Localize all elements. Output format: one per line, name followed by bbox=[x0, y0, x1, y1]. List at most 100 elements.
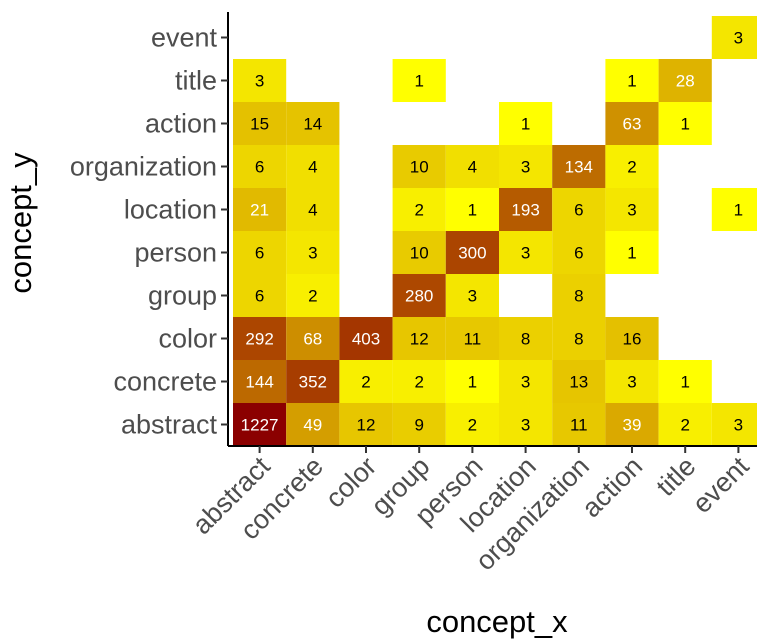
heatmap-cell-color-person bbox=[445, 317, 499, 360]
heatmap-cell-concrete-location bbox=[499, 360, 553, 403]
cell-value-label: 8 bbox=[521, 330, 530, 349]
cell-value-label: 2 bbox=[361, 373, 370, 392]
cell-value-label: 2 bbox=[680, 416, 689, 435]
heatmap-cell-group-abstract bbox=[233, 274, 287, 317]
heatmap-cell-abstract-location bbox=[499, 403, 553, 446]
heatmap-cell-group-group bbox=[392, 274, 446, 317]
heatmap-cell-color-abstract bbox=[233, 317, 287, 360]
cell-value-label: 11 bbox=[570, 416, 588, 435]
heatmap-cell-concrete-action bbox=[605, 360, 659, 403]
heatmap-cell-person-group bbox=[392, 231, 446, 274]
heatmap-cell-abstract-title bbox=[658, 403, 712, 446]
y-tick-label-location: location bbox=[124, 195, 217, 225]
cell-value-label: 144 bbox=[245, 373, 273, 392]
heatmap-cell-location-abstract bbox=[233, 188, 287, 231]
cell-value-label: 10 bbox=[410, 244, 429, 263]
heatmap-cell-color-action bbox=[605, 317, 659, 360]
y-tick-label-action: action bbox=[145, 109, 217, 139]
cell-value-label: 1 bbox=[414, 72, 423, 91]
heatmap-cell-person-action bbox=[605, 231, 659, 274]
cell-value-label: 403 bbox=[352, 330, 380, 349]
cell-value-label: 3 bbox=[521, 244, 530, 263]
cell-value-label: 1 bbox=[680, 373, 689, 392]
cell-value-label: 8 bbox=[574, 330, 583, 349]
cell-value-label: 16 bbox=[623, 330, 642, 349]
heatmap-cell-location-event bbox=[711, 188, 757, 231]
heatmap-cell-title-abstract bbox=[233, 59, 287, 102]
heatmap-cell-action-title bbox=[658, 102, 712, 145]
heatmap-cell-organization-concrete bbox=[286, 145, 340, 188]
cell-value-label: 6 bbox=[574, 201, 583, 220]
heatmap-cell-organization-organization bbox=[552, 145, 606, 188]
cell-value-label: 134 bbox=[565, 158, 593, 177]
heatmap-cell-organization-action bbox=[605, 145, 659, 188]
x-ticks: abstractconcretecolorgrouppersonlocation… bbox=[187, 446, 755, 576]
heatmap-cell-event-event bbox=[711, 16, 757, 59]
heatmap-cell-color-concrete bbox=[286, 317, 340, 360]
cell-value-label: 12 bbox=[357, 416, 376, 435]
cell-value-label: 10 bbox=[410, 158, 429, 177]
cell-value-label: 4 bbox=[308, 201, 317, 220]
heatmap-cell-concrete-group bbox=[392, 360, 446, 403]
cell-value-label: 3 bbox=[627, 373, 636, 392]
heatmap-cell-organization-location bbox=[499, 145, 553, 188]
heatmap-cell-abstract-person bbox=[445, 403, 499, 446]
heatmap-cell-person-person bbox=[445, 231, 499, 274]
cell-value-label: 2 bbox=[414, 373, 423, 392]
cell-value-label: 9 bbox=[414, 416, 423, 435]
cell-value-label: 6 bbox=[255, 158, 264, 177]
cell-value-label: 3 bbox=[521, 158, 530, 177]
heatmap-cell-concrete-person bbox=[445, 360, 499, 403]
x-tick-label-event: event bbox=[687, 451, 755, 519]
heatmap-cell-title-action bbox=[605, 59, 659, 102]
heatmap-cell-abstract-organization bbox=[552, 403, 606, 446]
y-tick-label-title: title bbox=[175, 66, 217, 96]
heatmap-cell-title-group bbox=[392, 59, 446, 102]
heatmap-cell-group-concrete bbox=[286, 274, 340, 317]
heatmap-cell-action-abstract bbox=[233, 102, 287, 145]
heatmap-cell-action-location bbox=[499, 102, 553, 145]
heatmap-cell-action-action bbox=[605, 102, 659, 145]
cell-value-label: 292 bbox=[245, 330, 273, 349]
cell-value-label: 1 bbox=[468, 373, 477, 392]
cell-value-label: 1 bbox=[627, 72, 636, 91]
cell-value-label: 1 bbox=[734, 201, 743, 220]
cell-value-label: 39 bbox=[623, 416, 642, 435]
y-axis-title: concept_y bbox=[3, 152, 38, 294]
heatmap-cell-concrete-color bbox=[339, 360, 393, 403]
heatmap-cell-abstract-event bbox=[711, 403, 757, 446]
cell-value-label: 280 bbox=[405, 287, 433, 306]
heatmap-cell-concrete-abstract bbox=[233, 360, 287, 403]
cell-value-label: 2 bbox=[627, 158, 636, 177]
heatmap-cell-location-location bbox=[499, 188, 553, 231]
cell-value-label: 1 bbox=[521, 115, 530, 134]
cell-value-label: 3 bbox=[468, 287, 477, 306]
cell-value-label: 49 bbox=[303, 416, 322, 435]
heatmap-cell-abstract-action bbox=[605, 403, 659, 446]
heatmap-cell-location-action bbox=[605, 188, 659, 231]
cell-value-label: 3 bbox=[627, 201, 636, 220]
cell-value-label: 4 bbox=[308, 158, 317, 177]
cell-value-label: 352 bbox=[299, 373, 327, 392]
cell-value-label: 6 bbox=[255, 287, 264, 306]
heatmap-cell-action-concrete bbox=[286, 102, 340, 145]
cell-value-label: 8 bbox=[574, 287, 583, 306]
heatmap-cell-group-person bbox=[445, 274, 499, 317]
cell-value-label: 300 bbox=[458, 244, 486, 263]
heatmap-cell-group-organization bbox=[552, 274, 606, 317]
cell-value-label: 1 bbox=[680, 115, 689, 134]
y-tick-label-group: group bbox=[148, 281, 217, 311]
heatmap-cell-location-group bbox=[392, 188, 446, 231]
heatmap-cell-abstract-abstract bbox=[233, 403, 287, 446]
heatmap-cell-organization-group bbox=[392, 145, 446, 188]
cell-value-label: 4 bbox=[468, 158, 477, 177]
cell-value-label: 2 bbox=[414, 201, 423, 220]
cell-value-label: 1 bbox=[627, 244, 636, 263]
heatmap-cell-person-concrete bbox=[286, 231, 340, 274]
cell-value-label: 1227 bbox=[241, 416, 279, 435]
cell-value-label: 3 bbox=[734, 416, 743, 435]
cell-value-label: 3 bbox=[521, 373, 530, 392]
cell-value-label: 1 bbox=[468, 201, 477, 220]
